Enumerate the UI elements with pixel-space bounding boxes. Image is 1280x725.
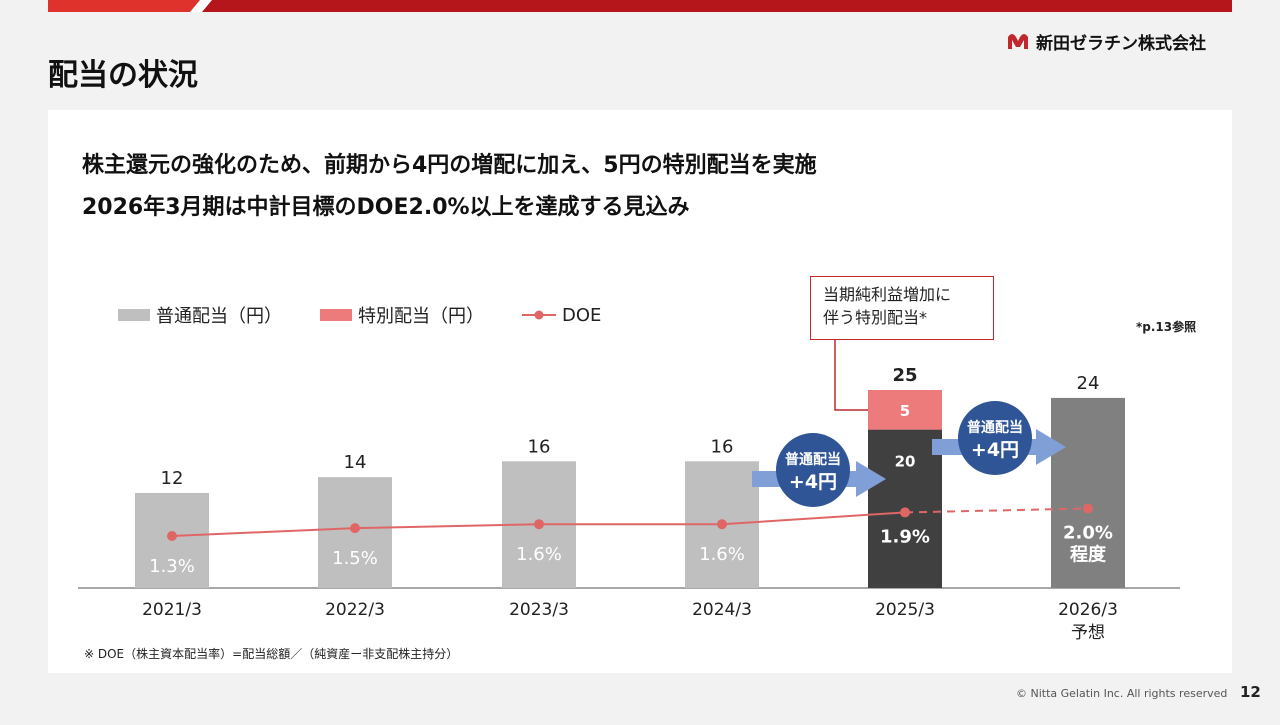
increase-badge-title: 普通配当 (785, 451, 841, 468)
total-label-2025/3: 25 (892, 365, 917, 386)
doe-label-2021/3: 1.3% (149, 556, 195, 577)
legend-doe: DOE (522, 304, 601, 326)
doe-label-2022/3: 1.5% (332, 548, 378, 569)
category-label-2021/3: 2021/3 (142, 600, 202, 620)
category-sublabel: 予想 (1071, 623, 1105, 643)
top-band (48, 0, 1232, 12)
content-panel (48, 110, 1232, 673)
page-title: 配当の状況 (48, 58, 198, 93)
doe-line-forecast-segment (904, 507, 1089, 514)
legend-special: 特別配当（円） (320, 304, 484, 327)
doe-point-2025/3 (900, 507, 910, 518)
callout-connector (834, 340, 868, 411)
headline-line-2: 2026年3月期は中計目標のDOE2.0%以上を達成する見込み (82, 195, 690, 220)
copyright: © Nitta Gelatin Inc. All rights reserved (1016, 687, 1228, 700)
regular-value-label: 20 (895, 453, 916, 471)
category-label-2024/3: 2024/3 (692, 600, 752, 620)
increase-badge-1 (776, 433, 850, 507)
doe-line-segment (354, 523, 540, 530)
total-label-2023/3: 16 (528, 436, 551, 457)
headline-line-1: 株主還元の強化のため、前期から4円の増配に加え、5円の特別配当を実施 (82, 153, 817, 178)
doe-label-2023/3: 1.6% (516, 544, 562, 565)
legend-doe-marker (522, 310, 556, 320)
doe-point-2026/3 (1083, 503, 1093, 514)
category-label-2023/3: 2023/3 (509, 600, 569, 620)
callout-line-1: 当期純利益増加に (823, 285, 952, 304)
doe-footnote: ※ DOE（株主資本配当率）=配当総額／（純資産ー非支配株主持分） (84, 647, 459, 661)
special-value-label: 5 (900, 402, 910, 420)
increase-badge-amount: +4円 (971, 439, 1019, 461)
increase-badge-title: 普通配当 (967, 419, 1023, 436)
special-dividend-callout: 当期純利益増加に 伴う特別配当* (810, 276, 994, 340)
doe-label-2024/3: 1.6% (699, 544, 745, 565)
legend-doe-label: DOE (562, 304, 602, 326)
callout-line-2: 伴う特別配当* (823, 308, 928, 327)
legend-regular-label: 普通配当（円） (156, 306, 282, 327)
legend-special-label: 特別配当（円） (358, 306, 484, 327)
legend-special-swatch (320, 309, 352, 321)
legend-regular: 普通配当（円） (118, 304, 282, 327)
company-name: 新田ゼラチン株式会社 (1036, 33, 1206, 54)
increase-badge-amount: +4円 (789, 471, 837, 493)
legend-regular-swatch (118, 309, 150, 321)
doe-line-segment (171, 527, 356, 537)
company-logo: 新田ゼラチン株式会社 (1006, 28, 1206, 54)
logo-mark-icon (1008, 34, 1028, 49)
increase-badge-2 (958, 401, 1032, 475)
doe-label-suffix: 程度 (1070, 543, 1107, 565)
doe-label-2025/3: 1.9% (880, 526, 930, 547)
doe-point-2021/3 (167, 531, 177, 541)
doe-point-2024/3 (717, 519, 727, 530)
doe-point-2023/3 (534, 519, 544, 530)
total-label-2021/3: 12 (161, 468, 184, 489)
reference-note: *p.13参照 (1136, 320, 1197, 334)
bar-special-2025/3 (868, 390, 942, 430)
category-label-2022/3: 2022/3 (325, 600, 385, 620)
total-label-2024/3: 16 (711, 436, 734, 457)
category-label-2025/3: 2025/3 (875, 600, 935, 620)
doe-line-segment (721, 511, 906, 526)
total-label-2022/3: 14 (344, 452, 367, 473)
doe-label-2026/3: 2.0% (1063, 522, 1113, 543)
category-label-2026/3: 2026/3 (1058, 600, 1118, 620)
doe-point-2022/3 (350, 523, 360, 534)
total-label-2026/3: 24 (1077, 373, 1100, 394)
page-number: 12 (1240, 683, 1261, 701)
bar-regular-2026/3 (1051, 397, 1125, 588)
